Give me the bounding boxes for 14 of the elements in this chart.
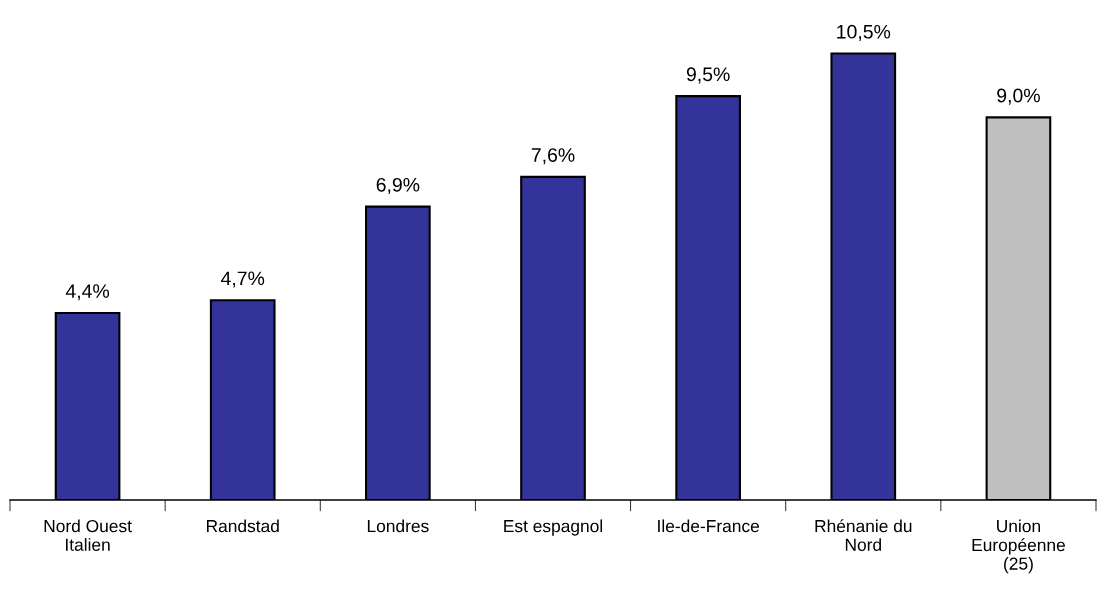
x-tick-label: Randstad bbox=[206, 519, 279, 533]
data-label: 4,7% bbox=[221, 271, 265, 288]
x-tick-label: Est espagnol bbox=[504, 519, 603, 536]
x-tick-label: Union Européenne (25) bbox=[972, 519, 1065, 574]
data-label: 10,5% bbox=[837, 24, 891, 41]
x-tick-label: Londres bbox=[367, 519, 429, 533]
data-label: 9,5% bbox=[686, 67, 730, 84]
data-label: 6,9% bbox=[376, 177, 420, 194]
x-tick-label: Rhénanie du Nord bbox=[815, 519, 912, 551]
data-label: 7,6% bbox=[531, 148, 575, 165]
x-tick-label: Nord Ouest Italien bbox=[44, 519, 132, 551]
data-label: 4,4% bbox=[65, 284, 110, 301]
data-label: 9,0% bbox=[997, 88, 1040, 105]
x-tick-label: Ile-de-France bbox=[658, 519, 759, 533]
